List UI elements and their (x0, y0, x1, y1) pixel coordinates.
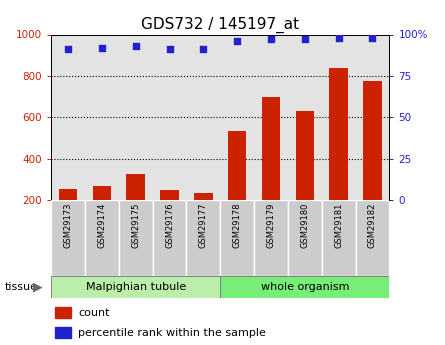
Text: GSM29174: GSM29174 (97, 203, 106, 248)
Text: tissue: tissue (4, 282, 37, 292)
Bar (119, 34, 153, 200)
Text: GSM29180: GSM29180 (300, 203, 309, 248)
Bar (322, 200, 356, 276)
Text: GSM29177: GSM29177 (199, 203, 208, 248)
Text: GSM29173: GSM29173 (64, 203, 73, 248)
Bar (220, 276, 389, 298)
Point (132, 43, 139, 49)
Bar (363, 81, 382, 241)
Bar (329, 68, 348, 242)
Point (267, 37, 275, 42)
Bar (55, 327, 72, 338)
Point (335, 35, 342, 41)
Bar (356, 34, 389, 200)
Bar (322, 34, 356, 200)
Point (234, 38, 241, 44)
Text: GSM29175: GSM29175 (131, 203, 140, 248)
Bar (119, 200, 153, 276)
Bar (356, 200, 389, 276)
Text: GSM29176: GSM29176 (165, 203, 174, 248)
Bar (295, 111, 314, 241)
Text: GSM29182: GSM29182 (368, 203, 377, 248)
Bar (153, 200, 186, 276)
Bar (93, 186, 111, 242)
Text: Malpighian tubule: Malpighian tubule (85, 282, 186, 292)
Bar (220, 34, 254, 200)
Bar (228, 131, 247, 242)
Text: GSM29181: GSM29181 (334, 203, 343, 248)
Bar (288, 200, 322, 276)
Bar (55, 307, 72, 318)
Bar (51, 276, 220, 298)
Bar (220, 200, 254, 276)
Point (369, 35, 376, 41)
Point (200, 47, 207, 52)
Point (65, 47, 72, 52)
Bar (51, 34, 85, 200)
Text: ▶: ▶ (32, 281, 42, 294)
Text: percentile rank within the sample: percentile rank within the sample (78, 327, 266, 337)
Bar (85, 200, 119, 276)
Text: whole organism: whole organism (261, 282, 349, 292)
Text: GSM29178: GSM29178 (233, 203, 242, 248)
Bar (186, 200, 220, 276)
Text: GSM29179: GSM29179 (267, 203, 275, 248)
Title: GDS732 / 145197_at: GDS732 / 145197_at (141, 17, 299, 33)
Bar (262, 97, 280, 242)
Bar (153, 34, 186, 200)
Bar (59, 189, 77, 241)
Bar (160, 190, 179, 242)
Text: count: count (78, 308, 110, 318)
Bar (51, 200, 85, 276)
Bar (288, 34, 322, 200)
Bar (126, 174, 145, 241)
Bar (186, 34, 220, 200)
Point (301, 37, 308, 42)
Point (98, 45, 105, 50)
Bar (254, 34, 288, 200)
Point (166, 47, 173, 52)
Bar (254, 200, 288, 276)
Bar (194, 193, 213, 242)
Bar (85, 34, 119, 200)
